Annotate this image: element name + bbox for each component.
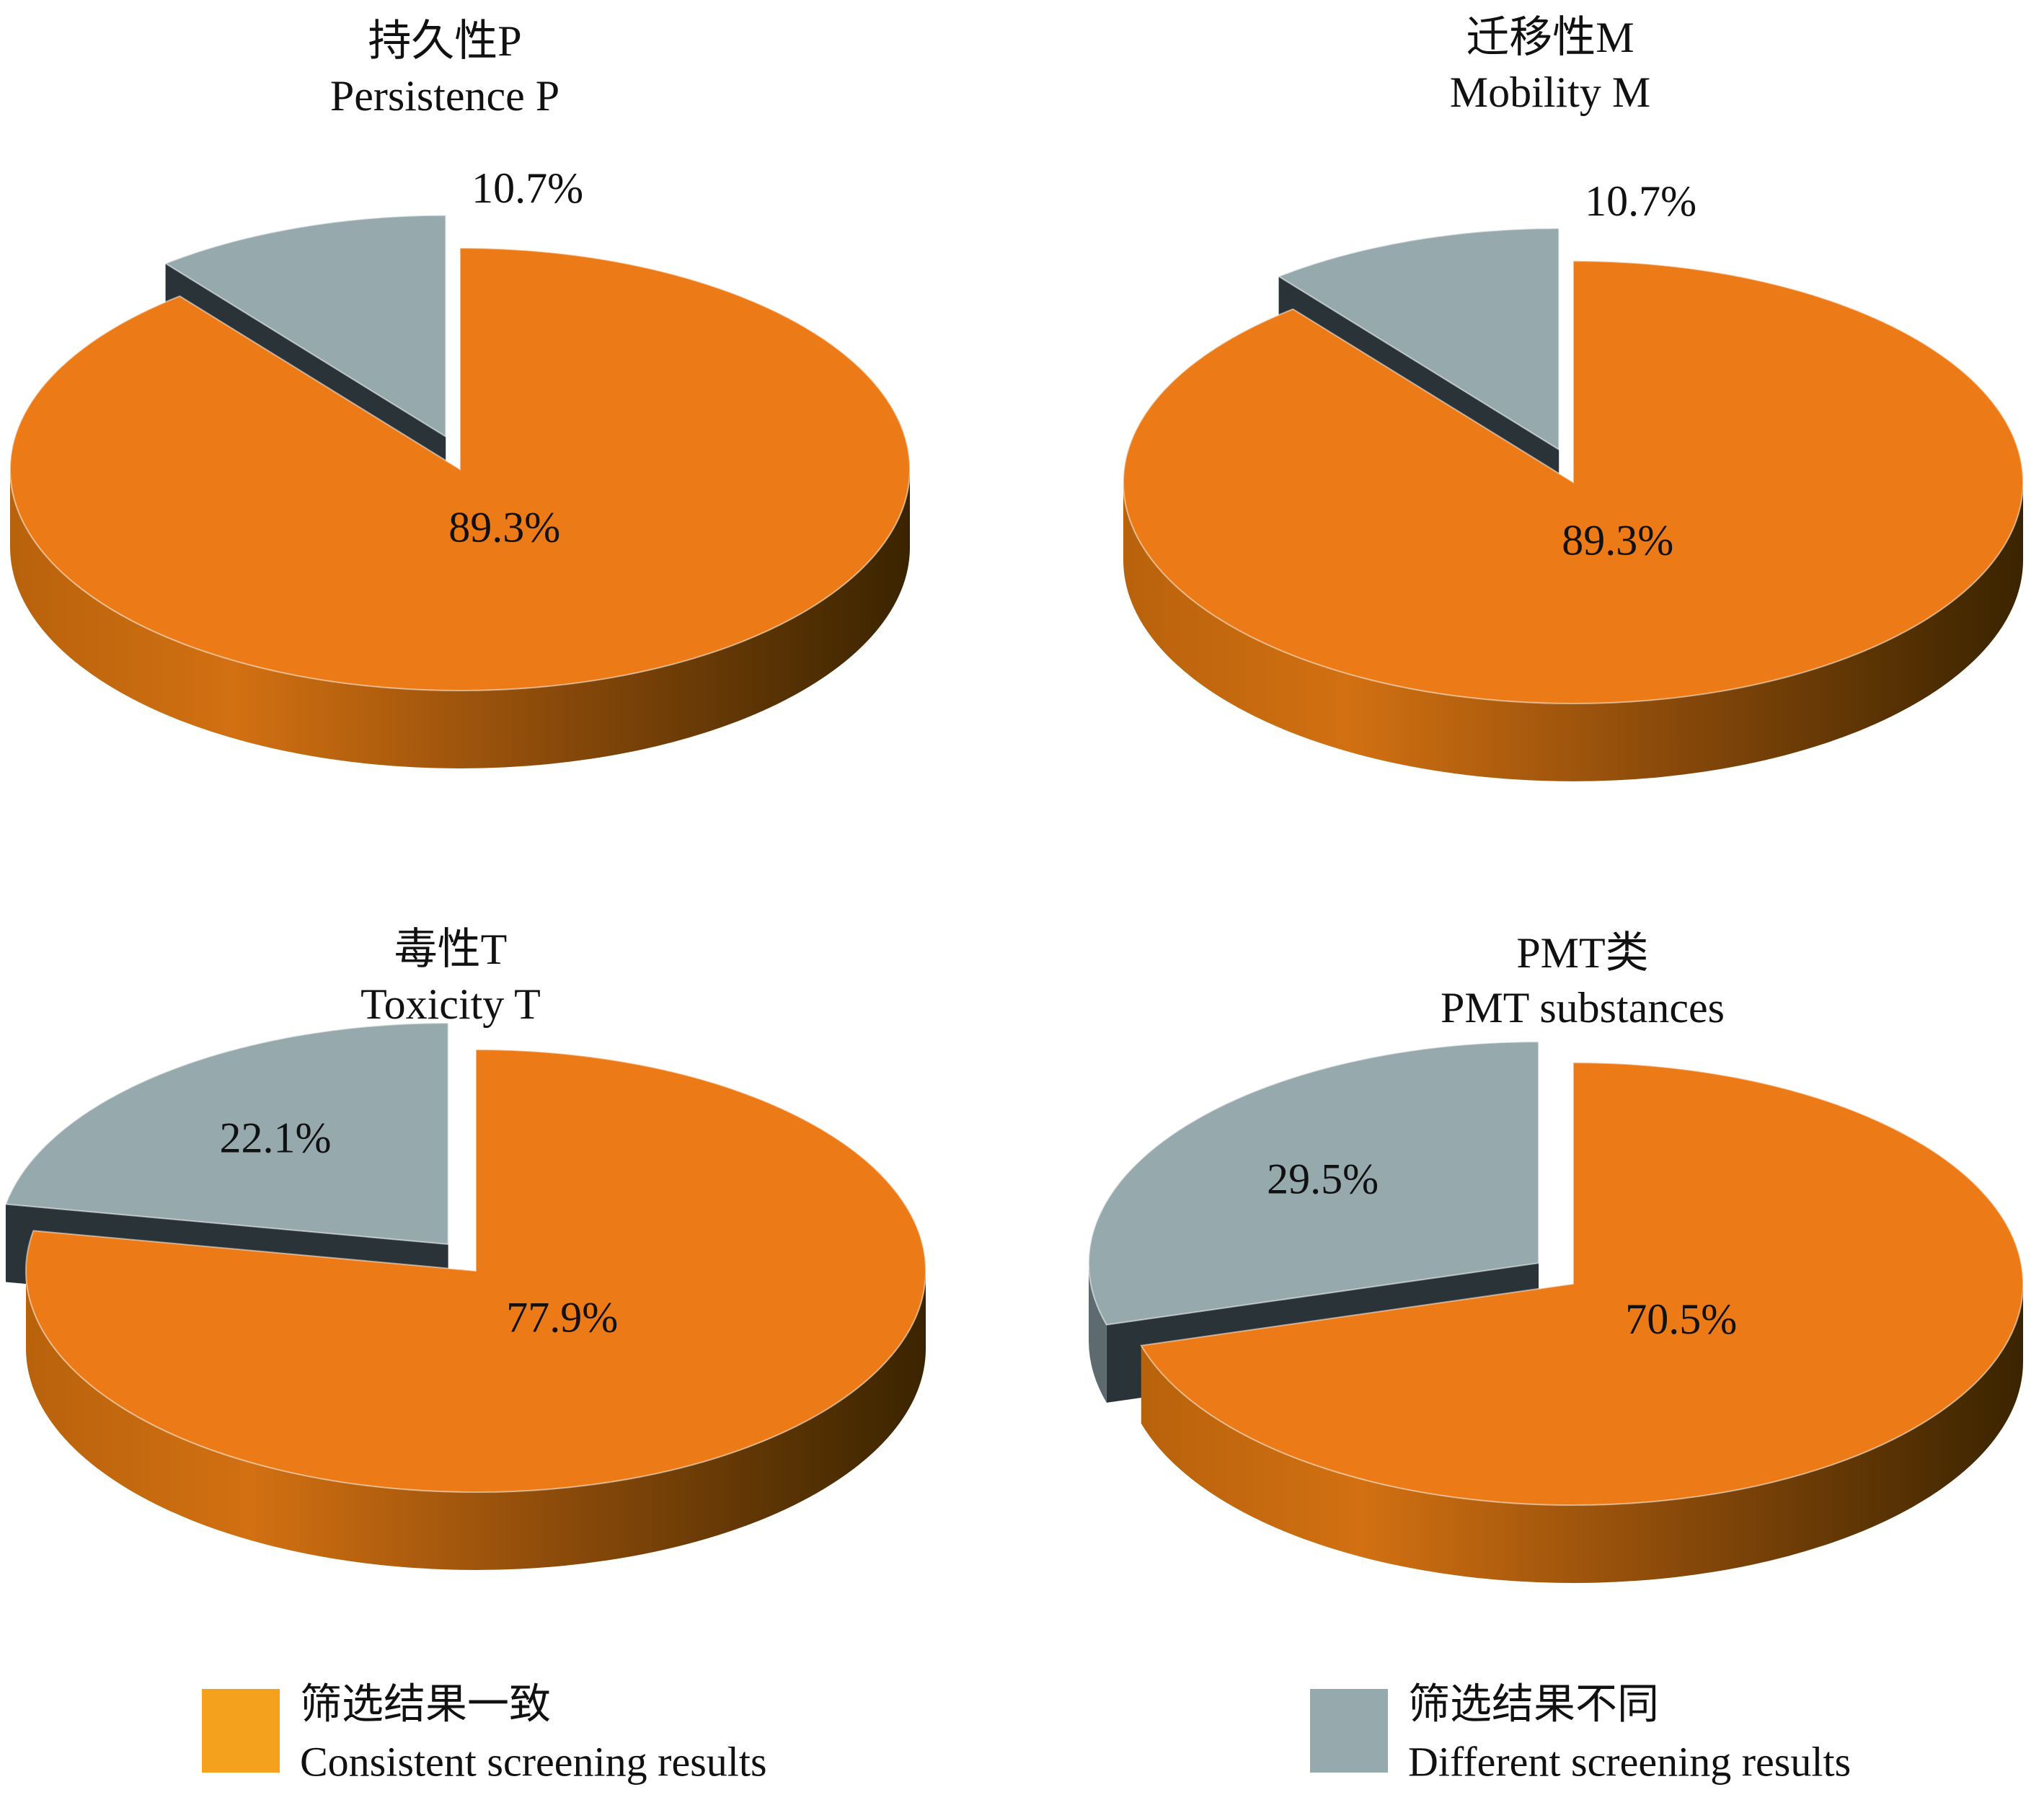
pie-slice xyxy=(1088,1041,1540,1326)
legend-sublabel: Different screening results xyxy=(1408,1738,1851,1785)
pie-slice xyxy=(1140,1061,2024,1506)
value-label: 10.7% xyxy=(472,164,583,212)
value-label: 29.5% xyxy=(1267,1155,1379,1202)
chart-subtitle: Toxicity T xyxy=(360,980,541,1028)
pie-slice xyxy=(1123,260,2024,704)
legend-swatch xyxy=(202,1689,280,1773)
pie-slice xyxy=(4,1022,449,1246)
chart-title: 持久性P xyxy=(368,17,521,65)
pie-chart: 77.9% 22.1% xyxy=(4,1022,926,1570)
chart-title: 毒性T xyxy=(394,926,508,973)
value-label: 22.1% xyxy=(220,1114,332,1161)
pie-slice xyxy=(164,214,447,438)
pie-chart: 89.3% 10.7% xyxy=(1123,177,2024,781)
chart-subtitle: Persistence P xyxy=(330,72,559,120)
slice-side xyxy=(10,469,910,768)
legend-label: 筛选结果不同 xyxy=(1408,1680,1659,1727)
chart-title: 迁移性M xyxy=(1466,14,1634,61)
pie-slice xyxy=(1277,227,1560,451)
pie-slice xyxy=(9,247,911,691)
slice-side xyxy=(1141,1284,2023,1583)
slice-side xyxy=(26,1271,926,1570)
value-label: 70.5% xyxy=(1625,1295,1737,1343)
legend-swatch xyxy=(1310,1689,1388,1773)
chart-subtitle: Mobility M xyxy=(1450,68,1650,116)
pie-chart: 89.3% 10.7% xyxy=(9,164,911,768)
legend-sublabel: Consistent screening results xyxy=(300,1738,767,1785)
pie-chart: 70.5% 29.5% xyxy=(1088,1041,2024,1583)
chart-title: PMT类 xyxy=(1516,929,1648,977)
slice-side xyxy=(1123,482,2023,781)
value-label: 77.9% xyxy=(506,1294,618,1341)
pie-slice xyxy=(25,1048,926,1493)
legend-label: 筛选结果一致 xyxy=(300,1680,551,1727)
value-label: 89.3% xyxy=(448,504,560,551)
chart-subtitle: PMT substances xyxy=(1441,984,1725,1032)
slice-side xyxy=(1089,1263,1107,1403)
value-label: 89.3% xyxy=(1562,517,1673,564)
value-label: 10.7% xyxy=(1585,177,1696,225)
